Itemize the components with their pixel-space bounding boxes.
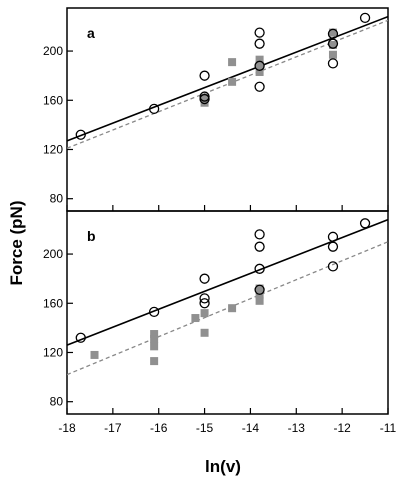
- circle-point: [254, 284, 265, 295]
- square-point: [255, 296, 264, 305]
- y-tick-label: 200: [43, 247, 63, 261]
- circle-point: [327, 28, 339, 39]
- solid-fit-line: [67, 15, 388, 142]
- panels: 80 120 160 200 a 80 120 160 200 b: [43, 7, 389, 415]
- circle-point: [148, 103, 160, 115]
- x-axis: -18 -17 -16 -15 -14 -13 -12 -11: [58, 421, 396, 435]
- panel-b: 80 120 160 200 b: [43, 210, 389, 415]
- square-point: [255, 60, 264, 69]
- square-point: [228, 58, 237, 67]
- circle-point: [359, 12, 371, 23]
- circle-point: [254, 229, 265, 240]
- x-tick-label: -17: [104, 421, 122, 435]
- square-point: [328, 28, 337, 37]
- panel-frame: [66, 7, 389, 212]
- x-tick-label: -12: [333, 421, 351, 435]
- y-tick-label: 160: [43, 93, 63, 107]
- circle-point: [75, 332, 86, 343]
- x-tick-label: -13: [288, 421, 306, 435]
- panel-label: b: [87, 228, 96, 244]
- square-point: [328, 40, 337, 49]
- x-axis-label: ln(v): [205, 457, 241, 476]
- circle-point: [199, 70, 210, 81]
- circle-point: [327, 58, 339, 69]
- x-tick-label: -14: [242, 421, 260, 435]
- dashed-fit-line: [67, 19, 388, 149]
- x-tick-label: -11: [380, 421, 397, 435]
- panel-frame: [66, 210, 389, 415]
- x-tick-label: -15: [196, 421, 214, 435]
- circle-point: [254, 241, 265, 252]
- y-tick-label: 120: [43, 142, 63, 156]
- panel-a: 80 120 160 200 a: [43, 7, 389, 212]
- square-point: [255, 67, 264, 76]
- x-tick-label: -16: [150, 421, 168, 435]
- square-point: [200, 98, 209, 107]
- circle-point: [327, 261, 339, 272]
- circle-point: [254, 38, 265, 49]
- square-point: [191, 314, 200, 323]
- circle-point: [327, 241, 339, 252]
- square-point: [200, 328, 209, 337]
- y-axis-label: Force (pN): [7, 201, 26, 286]
- panel-label: a: [87, 25, 95, 41]
- square-point: [150, 342, 159, 351]
- square-point: [200, 309, 209, 318]
- square-point: [150, 330, 159, 339]
- circle-point: [75, 129, 86, 140]
- circle-point: [327, 38, 339, 49]
- circle-point: [148, 306, 160, 318]
- circle-point: [254, 60, 265, 71]
- square-point: [228, 304, 237, 313]
- circle-point: [254, 27, 265, 38]
- y-tick-label: 120: [43, 345, 63, 359]
- panel-data: [67, 12, 388, 149]
- square-point: [255, 55, 264, 64]
- square-point: [150, 334, 159, 343]
- solid-fit-line: [67, 218, 388, 346]
- dashed-fit-line: [67, 241, 388, 376]
- circle-point: [199, 293, 210, 304]
- circle-point: [199, 298, 210, 309]
- y-tick-label: 200: [43, 44, 63, 58]
- circle-point: [254, 81, 265, 92]
- square-point: [150, 357, 159, 366]
- y-tick-label: 80: [50, 192, 64, 206]
- square-point: [228, 77, 237, 86]
- circle-point: [254, 263, 265, 274]
- circle-point: [327, 231, 339, 242]
- panel-data: [67, 218, 388, 376]
- square-point: [90, 350, 99, 359]
- y-tick-label: 160: [43, 296, 63, 310]
- circle-point: [359, 218, 371, 229]
- square-point: [200, 93, 209, 102]
- circle-point: [199, 93, 210, 105]
- square-point: [255, 284, 264, 293]
- x-tick-label: -18: [58, 421, 76, 435]
- y-tick-label: 80: [50, 395, 64, 409]
- circle-point: [199, 273, 210, 284]
- square-point: [328, 50, 337, 59]
